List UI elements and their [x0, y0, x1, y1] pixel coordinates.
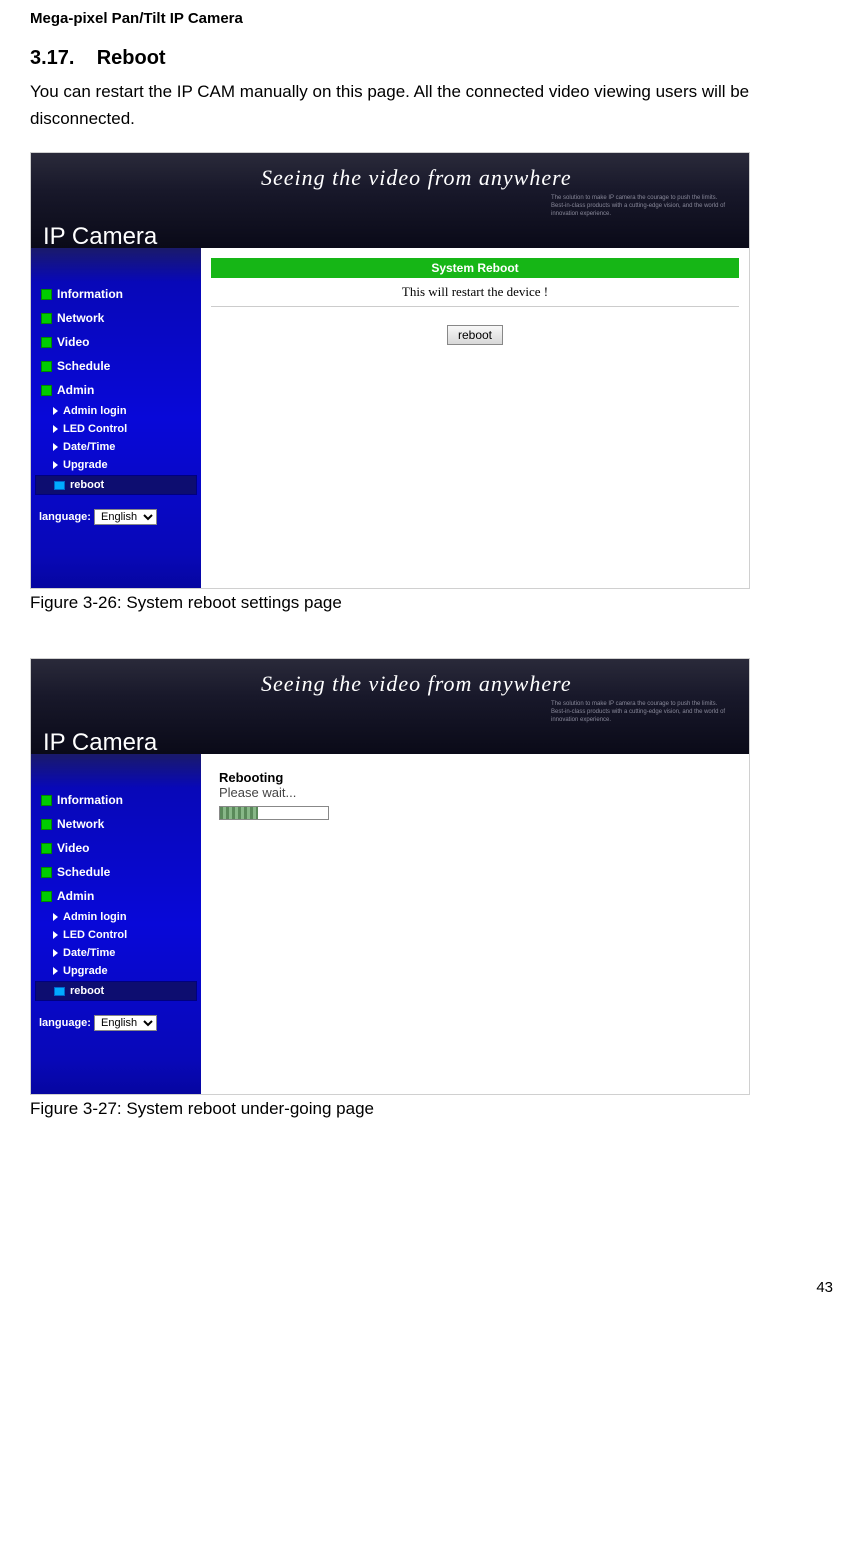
sidebar-item-network[interactable]: Network	[31, 306, 201, 330]
sidebar-label: Schedule	[57, 359, 110, 373]
active-icon	[54, 987, 65, 996]
content-panel: System Reboot This will restart the devi…	[201, 248, 749, 588]
arrow-icon	[53, 967, 58, 975]
expand-icon	[41, 891, 52, 902]
reboot-button[interactable]: reboot	[447, 325, 503, 345]
sidebar-item-schedule[interactable]: Schedule	[31, 354, 201, 378]
sidebar-sublabel: reboot	[70, 985, 104, 997]
sidebar-subitem-upgrade[interactable]: Upgrade	[31, 962, 201, 980]
language-label: language:	[39, 511, 91, 523]
expand-icon	[41, 795, 52, 806]
banner-subtext: The solution to make IP camera the coura…	[551, 195, 731, 218]
language-select[interactable]: English	[94, 1015, 157, 1031]
arrow-icon	[53, 913, 58, 921]
sidebar-label: Video	[57, 841, 89, 855]
section-title: 3.17. Reboot	[30, 47, 833, 70]
figure-caption-2: Figure 3-27: System reboot under-going p…	[30, 1099, 833, 1119]
expand-icon	[41, 313, 52, 324]
arrow-icon	[53, 443, 58, 451]
expand-icon	[41, 337, 52, 348]
banner-subtext: The solution to make IP camera the coura…	[551, 701, 731, 724]
section-body: You can restart the IP CAM manually on t…	[30, 78, 833, 132]
sidebar-item-admin[interactable]: Admin	[31, 378, 201, 402]
banner: Seeing the video from anywhere The solut…	[31, 153, 749, 248]
logo-text: IP Camera	[43, 729, 157, 754]
sidebar-subitem-datetime[interactable]: Date/Time	[31, 944, 201, 962]
language-label: language:	[39, 1017, 91, 1029]
panel-header: System Reboot	[211, 258, 739, 278]
sidebar-label: Admin	[57, 889, 94, 903]
arrow-icon	[53, 461, 58, 469]
arrow-icon	[53, 425, 58, 433]
arrow-icon	[53, 931, 58, 939]
content-panel: Rebooting Please wait...	[201, 754, 749, 1094]
arrow-icon	[53, 407, 58, 415]
figure-caption-1: Figure 3-26: System reboot settings page	[30, 593, 833, 613]
sidebar-sublabel: Admin login	[63, 405, 127, 417]
banner-tagline: Seeing the video from anywhere	[261, 671, 572, 697]
sidebar-item-information[interactable]: Information	[31, 282, 201, 306]
language-row: language: English	[31, 1009, 201, 1037]
expand-icon	[41, 289, 52, 300]
sidebar-sublabel: Date/Time	[63, 947, 115, 959]
expand-icon	[41, 361, 52, 372]
language-row: language: English	[31, 503, 201, 531]
expand-icon	[41, 843, 52, 854]
active-icon	[54, 481, 65, 490]
sidebar-subitem-reboot[interactable]: reboot	[35, 981, 197, 1001]
sidebar-subitem-reboot[interactable]: reboot	[35, 475, 197, 495]
ipcam-screenshot-settings: Seeing the video from anywhere The solut…	[30, 152, 750, 589]
sidebar-sublabel: Upgrade	[63, 459, 108, 471]
sidebar-subitem-upgrade[interactable]: Upgrade	[31, 456, 201, 474]
sidebar-subitem-led[interactable]: LED Control	[31, 420, 201, 438]
sidebar-label: Schedule	[57, 865, 110, 879]
page-number: 43	[30, 1279, 833, 1296]
sidebar-label: Admin	[57, 383, 94, 397]
sidebar-item-admin[interactable]: Admin	[31, 884, 201, 908]
rebooting-title: Rebooting	[219, 770, 731, 785]
banner: Seeing the video from anywhere The solut…	[31, 659, 749, 754]
expand-icon	[41, 819, 52, 830]
sidebar-subitem-datetime[interactable]: Date/Time	[31, 438, 201, 456]
expand-icon	[41, 385, 52, 396]
sidebar-sublabel: LED Control	[63, 423, 127, 435]
sidebar-label: Network	[57, 311, 104, 325]
doc-header: Mega-pixel Pan/Tilt IP Camera	[30, 10, 833, 27]
sidebar-item-video[interactable]: Video	[31, 330, 201, 354]
banner-tagline: Seeing the video from anywhere	[261, 165, 572, 191]
sidebar-sublabel: LED Control	[63, 929, 127, 941]
language-select[interactable]: English	[94, 509, 157, 525]
rebooting-block: Rebooting Please wait...	[201, 764, 749, 826]
progress-bar	[219, 806, 329, 820]
please-wait-text: Please wait...	[219, 785, 731, 800]
sidebar-label: Network	[57, 817, 104, 831]
ipcam-screenshot-rebooting: Seeing the video from anywhere The solut…	[30, 658, 750, 1095]
progress-fill	[220, 807, 258, 819]
sidebar-item-information[interactable]: Information	[31, 788, 201, 812]
sidebar-label: Information	[57, 287, 123, 301]
logo-text: IP Camera	[43, 223, 157, 248]
sidebar-sublabel: Date/Time	[63, 441, 115, 453]
expand-icon	[41, 867, 52, 878]
sidebar-item-network[interactable]: Network	[31, 812, 201, 836]
sidebar-item-video[interactable]: Video	[31, 836, 201, 860]
sidebar-label: Video	[57, 335, 89, 349]
sidebar-subitem-led[interactable]: LED Control	[31, 926, 201, 944]
sidebar-item-schedule[interactable]: Schedule	[31, 860, 201, 884]
section-name: Reboot	[97, 47, 166, 69]
sidebar: Information Network Video Schedule Admin…	[31, 754, 201, 1094]
sidebar-label: Information	[57, 793, 123, 807]
restart-message: This will restart the device !	[211, 278, 739, 307]
sidebar-subitem-admin-login[interactable]: Admin login	[31, 402, 201, 420]
section-number: 3.17.	[30, 47, 74, 69]
sidebar: Information Network Video Schedule Admin…	[31, 248, 201, 588]
sidebar-sublabel: Upgrade	[63, 965, 108, 977]
sidebar-subitem-admin-login[interactable]: Admin login	[31, 908, 201, 926]
arrow-icon	[53, 949, 58, 957]
sidebar-sublabel: Admin login	[63, 911, 127, 923]
sidebar-sublabel: reboot	[70, 479, 104, 491]
